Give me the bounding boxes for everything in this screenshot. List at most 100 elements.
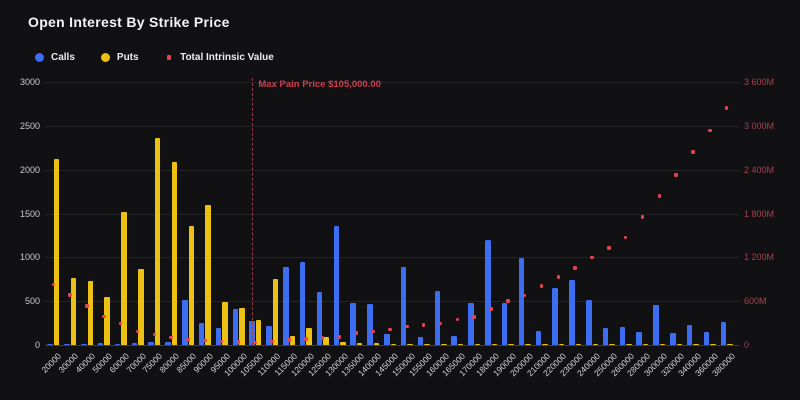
intrinsic-value-dot[interactable] (691, 150, 695, 154)
bar-puts[interactable] (289, 335, 295, 345)
bar-puts[interactable] (205, 204, 211, 345)
bar-calls[interactable] (535, 330, 541, 345)
bar-puts[interactable] (356, 342, 363, 345)
bar-calls[interactable] (552, 288, 558, 345)
intrinsic-value-dot[interactable] (573, 266, 577, 270)
bar-calls[interactable] (333, 225, 339, 345)
bar-calls[interactable] (64, 344, 70, 345)
bar-calls[interactable] (81, 343, 87, 345)
bar-calls[interactable] (686, 324, 693, 345)
bar-puts[interactable] (542, 344, 548, 345)
bar-calls[interactable] (670, 332, 676, 345)
bar-calls[interactable] (703, 331, 710, 346)
bar-puts[interactable] (255, 319, 262, 345)
intrinsic-value-dot[interactable] (522, 293, 527, 298)
bar-puts[interactable] (710, 344, 716, 345)
intrinsic-value-dot[interactable] (337, 335, 342, 339)
intrinsic-value-dot[interactable] (354, 331, 359, 335)
bar-calls[interactable] (569, 280, 575, 345)
bar-calls[interactable] (215, 328, 222, 345)
intrinsic-value-dot[interactable] (152, 332, 157, 337)
legend-item-total-intrinsic-value[interactable]: Total Intrinsic Value (165, 52, 274, 63)
intrinsic-value-dot[interactable] (607, 246, 611, 250)
intrinsic-value-dot[interactable] (320, 336, 325, 340)
intrinsic-value-dot[interactable] (405, 324, 409, 329)
bar-puts[interactable] (104, 296, 110, 345)
intrinsic-value-dot[interactable] (118, 321, 123, 326)
bar-calls[interactable] (266, 325, 272, 345)
bar-calls[interactable] (198, 323, 205, 345)
bar-puts[interactable] (508, 344, 514, 345)
bar-puts[interactable] (609, 344, 615, 345)
bar-calls[interactable] (501, 302, 508, 345)
intrinsic-value-dot[interactable] (388, 327, 392, 332)
bar-puts[interactable] (457, 344, 464, 345)
intrinsic-value-dot[interactable] (135, 329, 140, 334)
intrinsic-value-dot[interactable] (287, 338, 291, 342)
bar-calls[interactable] (47, 344, 53, 345)
intrinsic-value-dot[interactable] (657, 194, 662, 198)
bar-calls[interactable] (417, 337, 424, 345)
bar-puts[interactable] (575, 344, 582, 345)
intrinsic-value-dot[interactable] (236, 340, 241, 344)
bar-calls[interactable] (283, 267, 289, 345)
bar-calls[interactable] (316, 291, 323, 345)
bar-calls[interactable] (400, 267, 407, 345)
intrinsic-value-dot[interactable] (623, 235, 628, 240)
intrinsic-value-dot[interactable] (203, 338, 207, 343)
bar-puts[interactable] (558, 344, 565, 345)
bar-puts[interactable] (306, 328, 312, 345)
bar-puts[interactable] (525, 344, 531, 345)
intrinsic-value-dot[interactable] (51, 282, 56, 287)
bar-calls[interactable] (653, 304, 659, 345)
intrinsic-value-dot[interactable] (102, 314, 106, 319)
bar-calls[interactable] (720, 322, 727, 345)
bar-puts[interactable] (491, 344, 497, 345)
intrinsic-value-dot[interactable] (539, 284, 544, 288)
bar-calls[interactable] (434, 291, 440, 345)
intrinsic-value-dot[interactable] (371, 329, 375, 334)
bar-puts[interactable] (424, 344, 430, 345)
bar-puts[interactable] (676, 344, 683, 345)
bar-puts[interactable] (272, 279, 279, 346)
intrinsic-value-dot[interactable] (489, 307, 493, 311)
bar-calls[interactable] (619, 327, 626, 345)
bar-puts[interactable] (373, 343, 380, 345)
bar-puts[interactable] (171, 162, 178, 345)
intrinsic-value-dot[interactable] (640, 215, 645, 219)
bar-calls[interactable] (249, 320, 255, 345)
bar-puts[interactable] (474, 344, 481, 345)
intrinsic-value-dot[interactable] (724, 106, 729, 110)
intrinsic-value-dot[interactable] (186, 337, 190, 342)
bar-puts[interactable] (188, 225, 194, 345)
bar-puts[interactable] (70, 278, 77, 345)
intrinsic-value-dot[interactable] (253, 340, 258, 345)
bar-calls[interactable] (586, 299, 592, 345)
intrinsic-value-dot[interactable] (304, 337, 308, 341)
intrinsic-value-dot[interactable] (219, 339, 224, 344)
bar-calls[interactable] (518, 258, 525, 345)
intrinsic-value-dot[interactable] (85, 304, 89, 308)
bar-calls[interactable] (636, 331, 642, 346)
intrinsic-value-dot[interactable] (590, 255, 594, 260)
bar-puts[interactable] (87, 281, 94, 345)
intrinsic-value-dot[interactable] (421, 323, 426, 327)
legend-item-puts[interactable]: Puts (100, 52, 139, 63)
bar-calls[interactable] (299, 261, 306, 345)
bar-calls[interactable] (468, 303, 474, 345)
bar-calls[interactable] (350, 302, 356, 345)
intrinsic-value-dot[interactable] (438, 321, 443, 326)
bar-calls[interactable] (232, 309, 238, 345)
bar-puts[interactable] (323, 337, 329, 345)
intrinsic-value-dot[interactable] (169, 335, 173, 340)
intrinsic-value-dot[interactable] (506, 299, 510, 303)
bar-calls[interactable] (384, 334, 390, 345)
intrinsic-value-dot[interactable] (68, 293, 72, 297)
bar-puts[interactable] (53, 159, 60, 345)
bar-puts[interactable] (121, 211, 127, 345)
bar-calls[interactable] (182, 299, 188, 345)
bar-puts[interactable] (592, 344, 598, 345)
bar-puts[interactable] (222, 301, 228, 345)
bar-puts[interactable] (693, 344, 699, 345)
bar-calls[interactable] (131, 342, 138, 345)
